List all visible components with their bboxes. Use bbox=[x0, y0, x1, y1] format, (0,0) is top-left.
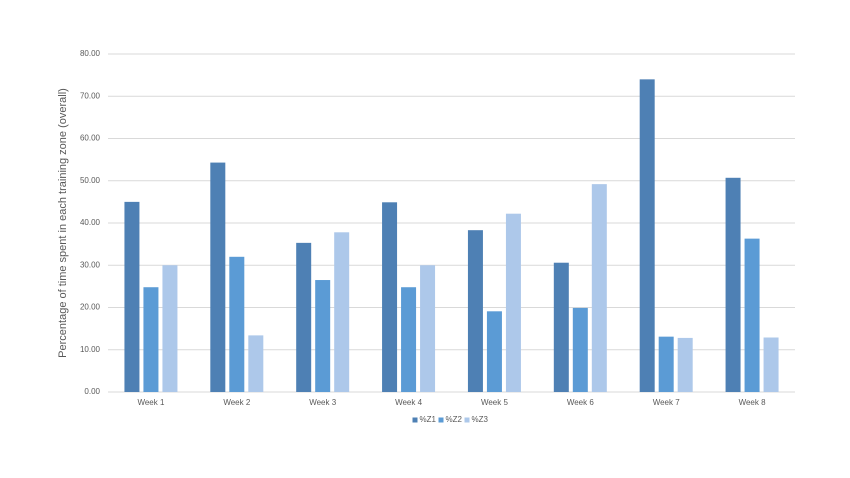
bar bbox=[124, 201, 140, 392]
legend-label: %Z2 bbox=[446, 415, 463, 424]
x-tick-label: Week 4 bbox=[395, 398, 423, 407]
bar bbox=[420, 265, 436, 392]
x-tick-label: Week 6 bbox=[567, 398, 595, 407]
bar bbox=[162, 265, 178, 392]
bar bbox=[658, 336, 674, 392]
bar bbox=[210, 162, 226, 392]
x-tick-label: Week 8 bbox=[739, 398, 767, 407]
x-tick-label: Week 1 bbox=[137, 398, 165, 407]
y-tick-label: 20.00 bbox=[80, 303, 101, 312]
y-axis-title: Percentage of time spent in each trainin… bbox=[57, 88, 69, 358]
bar bbox=[382, 202, 398, 392]
bar bbox=[334, 232, 350, 392]
bar bbox=[401, 287, 417, 392]
legend-label: %Z1 bbox=[420, 415, 437, 424]
bar bbox=[677, 337, 693, 392]
bar bbox=[744, 238, 760, 392]
x-tick-label: Week 2 bbox=[223, 398, 251, 407]
bar bbox=[467, 230, 483, 392]
x-tick-label: Week 3 bbox=[309, 398, 337, 407]
y-tick-label: 50.00 bbox=[80, 176, 101, 185]
bar bbox=[725, 177, 741, 392]
y-tick-label: 40.00 bbox=[80, 218, 101, 227]
bar bbox=[763, 337, 779, 392]
y-tick-label: 30.00 bbox=[80, 260, 101, 269]
bar bbox=[315, 280, 331, 392]
bar bbox=[591, 184, 607, 392]
y-tick-label: 80.00 bbox=[80, 49, 101, 58]
bar bbox=[553, 262, 569, 392]
bar bbox=[505, 213, 521, 392]
bar bbox=[572, 307, 588, 392]
bar bbox=[229, 256, 245, 392]
bar bbox=[486, 311, 502, 392]
y-tick-label: 60.00 bbox=[80, 134, 101, 143]
bar bbox=[143, 287, 159, 392]
legend-label: %Z3 bbox=[472, 415, 489, 424]
y-tick-label: 70.00 bbox=[80, 91, 101, 100]
bar bbox=[296, 242, 312, 392]
bar bbox=[248, 335, 264, 392]
legend-swatch bbox=[412, 417, 418, 423]
bar bbox=[639, 79, 655, 392]
x-tick-label: Week 7 bbox=[653, 398, 681, 407]
y-tick-label: 0.00 bbox=[84, 387, 100, 396]
x-tick-label: Week 5 bbox=[481, 398, 509, 407]
legend-swatch bbox=[464, 417, 470, 423]
legend-swatch bbox=[438, 417, 444, 423]
y-tick-label: 10.00 bbox=[80, 345, 101, 354]
